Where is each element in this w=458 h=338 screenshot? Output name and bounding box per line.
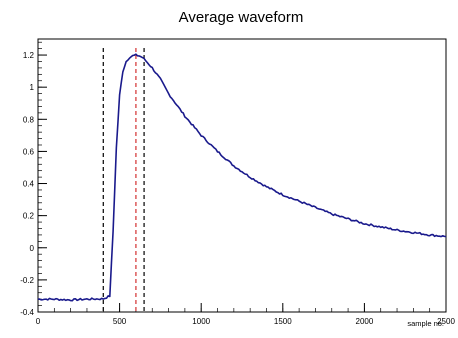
y-tick-label: 1.2	[23, 51, 35, 60]
y-tick-label: 0.6	[23, 147, 35, 156]
y-tick-label: 0	[30, 244, 35, 253]
y-tick-label: 0.8	[23, 115, 35, 124]
y-tick-label: 1	[30, 83, 35, 92]
y-tick-label: 0.2	[23, 212, 35, 221]
x-tick-label: 1000	[192, 317, 210, 326]
y-tick-label: 0.4	[23, 180, 35, 189]
y-tick-label: -0.4	[20, 308, 34, 317]
plot-frame	[37, 38, 447, 313]
average-waveform-line	[37, 53, 447, 302]
x-axis: 0 500 1000 1500 2000 2500	[36, 303, 455, 326]
x-tick-label: 2000	[356, 317, 374, 326]
y-tick-label: -0.2	[20, 276, 34, 285]
series-layer	[37, 53, 447, 302]
x-axis-label: sample no.	[407, 319, 444, 328]
x-tick-label: 2500	[437, 317, 455, 326]
x-tick-label: 500	[113, 317, 127, 326]
x-tick-label: 1500	[274, 317, 292, 326]
vertical-markers	[102, 48, 145, 312]
x-tick-label: 0	[36, 317, 41, 326]
y-axis: -0.4 -0.2 0 0.2 0.4 0.6 0.8 1 1.2	[20, 41, 47, 317]
chart-title: Average waveform	[179, 9, 304, 26]
